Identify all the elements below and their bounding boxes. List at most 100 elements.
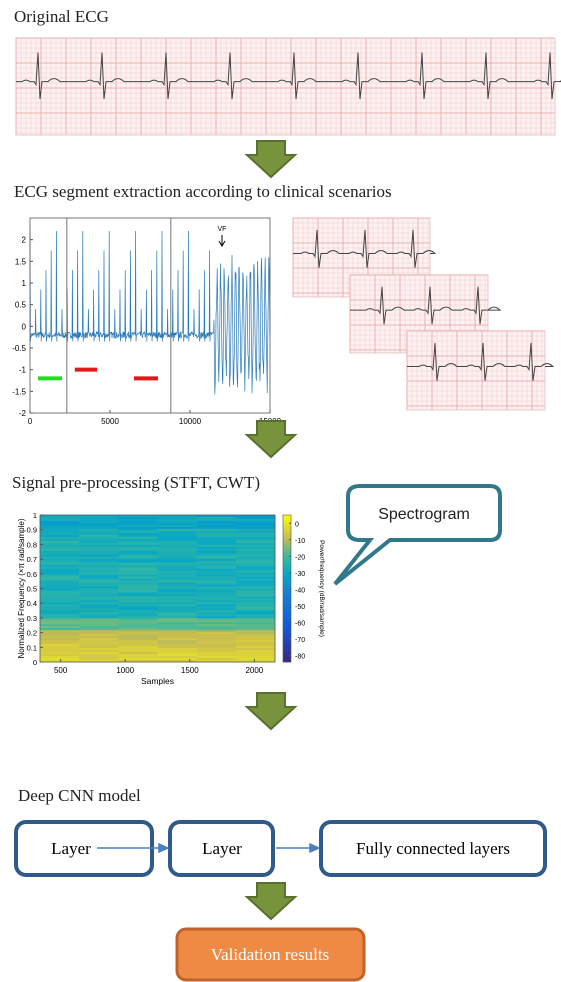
spectrogram-cell [79, 539, 118, 541]
spectrogram-cell [197, 594, 236, 596]
colorbar-cell [283, 642, 291, 645]
spectrogram-cell [236, 553, 275, 555]
spectrogram-cell [118, 650, 157, 652]
spectrogram-cell [79, 606, 118, 608]
spectrogram-cell [40, 539, 79, 541]
spectrogram-cell [158, 527, 197, 529]
spectrogram-cell [118, 583, 157, 585]
spectrogram-cell [236, 608, 275, 610]
spectrogram-cell [197, 567, 236, 569]
spectrogram-cell [158, 579, 197, 581]
spectrogram-cell [197, 638, 236, 640]
x-tick-label: 0 [28, 417, 33, 426]
spectrogram-cell [158, 614, 197, 616]
spectrogram-cell [79, 656, 118, 658]
spectrogram-cell [40, 652, 79, 654]
spectrogram-cell [197, 636, 236, 638]
spectrogram-cell [236, 602, 275, 604]
x-tick-label: 10000 [179, 417, 202, 426]
spectrogram-cell [197, 585, 236, 587]
spectrogram-cell [236, 610, 275, 612]
spectrogram-cell [118, 563, 157, 565]
spectrogram-cell [79, 658, 118, 660]
spectrogram-cell [79, 567, 118, 569]
spectrogram-cell [118, 620, 157, 622]
spectrogram-cell [158, 519, 197, 521]
colorbar-cell [283, 581, 291, 584]
spectrogram-cell [118, 531, 157, 533]
spectrogram-cell [79, 587, 118, 589]
spectrogram-cell [40, 602, 79, 604]
spectrogram-cell [79, 541, 118, 543]
annotation-arrow [219, 235, 225, 246]
spectrogram-cell [236, 573, 275, 575]
spectrogram-cell [236, 620, 275, 622]
colorbar-cell [283, 601, 291, 604]
spectrogram-cell [118, 630, 157, 632]
y-tick-label: 0.4 [27, 599, 37, 608]
spectrogram-cell [40, 600, 79, 602]
spectrogram-cell [236, 535, 275, 537]
spectrogram-cell [197, 559, 236, 561]
spectrogram-cell [118, 561, 157, 563]
spectrogram-cell [158, 539, 197, 541]
spectrogram-cell [236, 636, 275, 638]
spectrogram-cell [158, 622, 197, 624]
node-label: Fully connected layers [356, 839, 510, 858]
spectrogram-cell [79, 626, 118, 628]
spectrogram-cell [197, 590, 236, 592]
spectrogram-cell [158, 650, 197, 652]
spectrogram-cell [236, 543, 275, 545]
spectrogram-cell [118, 569, 157, 571]
colorbar-cell [283, 517, 291, 520]
spectrogram-cell [40, 579, 79, 581]
spectrogram-cell [118, 549, 157, 551]
spectrogram-cell [79, 632, 118, 634]
spectrogram-cell [118, 533, 157, 535]
spectrogram-cell [40, 598, 79, 600]
spectrogram-cell [197, 650, 236, 652]
colorbar-tick-label: -20 [295, 554, 305, 561]
spectrogram-cell [118, 541, 157, 543]
spectrogram-cell [197, 658, 236, 660]
spectrogram-cell [158, 541, 197, 543]
spectrogram-cell [197, 521, 236, 523]
step-title: Original ECG [14, 7, 109, 26]
spectrogram-cell [79, 638, 118, 640]
spectrogram-cell [197, 531, 236, 533]
spectrogram-cell [40, 606, 79, 608]
colorbar-cell [283, 657, 291, 660]
spectrogram-cell [158, 571, 197, 573]
spectrogram-cell [79, 579, 118, 581]
spectrogram-cell [236, 642, 275, 644]
spectrogram-cell [158, 634, 197, 636]
spectrogram-cell [40, 551, 79, 553]
spectrogram-cell [40, 632, 79, 634]
spectrogram-cell [197, 608, 236, 610]
spectrogram-cell [158, 608, 197, 610]
flow-arrow [247, 693, 295, 729]
spectrogram-cell [40, 626, 79, 628]
spectrogram-cell [40, 612, 79, 614]
spectrogram-cell [158, 555, 197, 557]
colorbar-cell [283, 618, 291, 621]
spectrogram-cell [197, 626, 236, 628]
colorbar-cell [283, 542, 291, 545]
y-tick-label: 1.5 [15, 257, 27, 266]
spectrogram-cell [236, 654, 275, 656]
spectrogram-cell [197, 622, 236, 624]
spectrogram-cell [118, 581, 157, 583]
spectrogram-cell [118, 628, 157, 630]
spectrogram-cell [197, 634, 236, 636]
spectrogram-cell [158, 581, 197, 583]
colorbar-cell [283, 586, 291, 589]
spectrogram-cell [158, 632, 197, 634]
spectrogram-cell [158, 594, 197, 596]
spectrogram-cell [79, 571, 118, 573]
spectrogram-cell [79, 630, 118, 632]
spectrogram-cell [79, 525, 118, 527]
spectrogram-cell [79, 563, 118, 565]
spectrogram-cell [79, 620, 118, 622]
y-tick-label: 2 [22, 236, 27, 245]
cnn-model: Layer Layer Fully connected layers [16, 822, 545, 875]
